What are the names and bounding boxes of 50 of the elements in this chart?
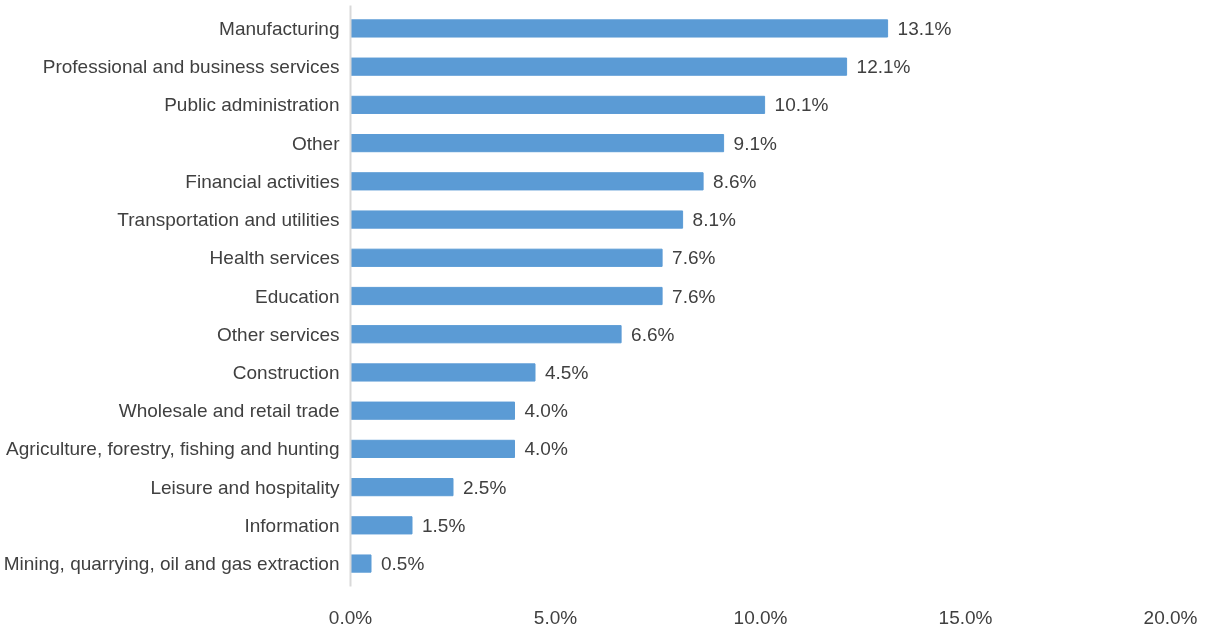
data-label: 12.1% bbox=[856, 56, 911, 78]
bar bbox=[350, 134, 725, 153]
bar bbox=[350, 401, 515, 420]
y-tick-label: Other bbox=[291, 132, 341, 154]
y-tick-label: Information bbox=[244, 514, 340, 536]
data-label: 10.1% bbox=[774, 94, 829, 116]
data-label: 9.1% bbox=[733, 132, 778, 154]
bar bbox=[350, 363, 536, 382]
bar bbox=[350, 325, 622, 344]
y-tick-label: Manufacturing bbox=[219, 17, 340, 39]
y-tick-label: Agriculture, forestry, fishing and hunting bbox=[6, 438, 340, 460]
data-label: 7.6% bbox=[672, 247, 716, 269]
bar bbox=[350, 478, 454, 497]
bar bbox=[350, 57, 848, 76]
bar bbox=[350, 554, 372, 573]
data-label: 6.6% bbox=[631, 323, 675, 345]
x-tick-label: 20.0% bbox=[1143, 606, 1198, 628]
y-tick-label: Other services bbox=[217, 323, 340, 345]
x-tick-label: 10.0% bbox=[733, 606, 788, 628]
bar bbox=[350, 286, 663, 306]
bar bbox=[350, 516, 413, 535]
data-label: 13.1% bbox=[897, 17, 952, 39]
data-label: 4.0% bbox=[524, 400, 568, 422]
x-tick-label: 5.0% bbox=[533, 606, 578, 628]
x-tick-label: 0.0% bbox=[328, 606, 373, 628]
bar bbox=[350, 95, 766, 114]
data-label: 7.6% bbox=[672, 285, 716, 307]
y-tick-label: Construction bbox=[232, 361, 340, 383]
bar bbox=[350, 19, 889, 38]
data-label: 0.5% bbox=[381, 553, 425, 575]
y-tick-label: Education bbox=[254, 285, 340, 307]
bar bbox=[350, 210, 684, 229]
data-label: 2.5% bbox=[463, 476, 507, 498]
y-tick-label: Leisure and hospitality bbox=[150, 476, 340, 498]
bar bbox=[350, 172, 704, 191]
bar bbox=[350, 439, 515, 458]
y-tick-label: Wholesale and retail trade bbox=[118, 400, 340, 422]
data-label: 1.5% bbox=[422, 514, 466, 536]
y-tick-label: Health services bbox=[209, 247, 340, 269]
y-tick-label: Transportation and utilities bbox=[117, 209, 340, 231]
y-tick-label: Financial activities bbox=[185, 170, 340, 192]
data-label: 4.5% bbox=[545, 361, 589, 383]
x-tick-label: 15.0% bbox=[938, 606, 993, 628]
y-tick-label: Professional and business services bbox=[42, 56, 340, 78]
y-tick-label: Public administration bbox=[164, 94, 340, 116]
data-label: 4.0% bbox=[524, 438, 568, 460]
bar bbox=[350, 248, 663, 267]
data-label: 8.1% bbox=[692, 209, 737, 231]
data-label: 8.6% bbox=[713, 170, 757, 192]
y-tick-label: Mining, quarrying, oil and gas extraction bbox=[3, 553, 340, 575]
